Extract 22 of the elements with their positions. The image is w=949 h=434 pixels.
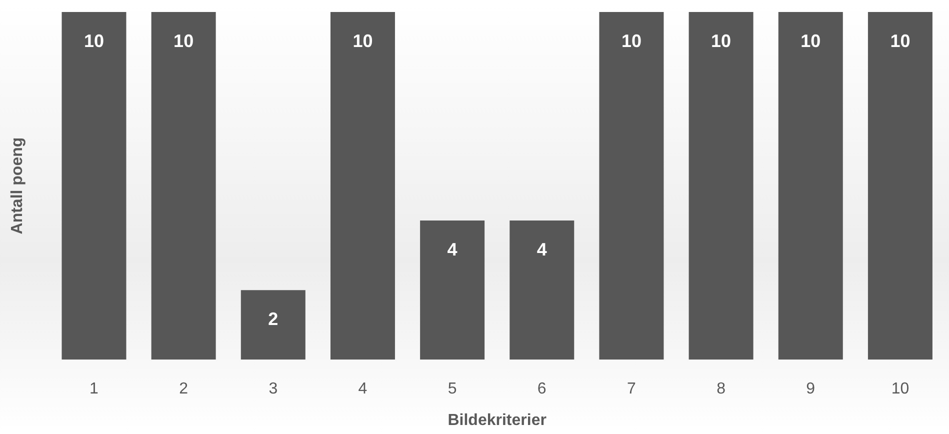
data-label: 10 xyxy=(890,30,910,51)
x-tick-label: 3 xyxy=(268,380,278,398)
x-tick-label: 7 xyxy=(627,380,636,398)
data-label: 10 xyxy=(84,30,104,51)
y-axis-title: Antall poeng xyxy=(9,137,26,234)
x-tick-label: 6 xyxy=(537,380,546,398)
data-label: 4 xyxy=(536,240,547,260)
data-label: 10 xyxy=(711,30,732,51)
x-axis-title: Bildekriterier xyxy=(448,412,546,429)
data-label: 4 xyxy=(447,240,458,260)
x-tick-label: 4 xyxy=(358,380,368,398)
x-tick-label: 1 xyxy=(90,380,99,398)
x-tick-label: 2 xyxy=(179,380,188,398)
data-label: 2 xyxy=(268,309,278,330)
x-tick-label: 8 xyxy=(716,380,726,398)
data-label: 10 xyxy=(621,30,642,51)
x-tick-label: 10 xyxy=(891,380,910,398)
data-label: 10 xyxy=(352,30,373,51)
data-label: 10 xyxy=(800,30,821,51)
x-tick-label: 9 xyxy=(806,380,816,398)
x-tick-label: 5 xyxy=(448,380,457,398)
data-label: 10 xyxy=(174,30,194,51)
